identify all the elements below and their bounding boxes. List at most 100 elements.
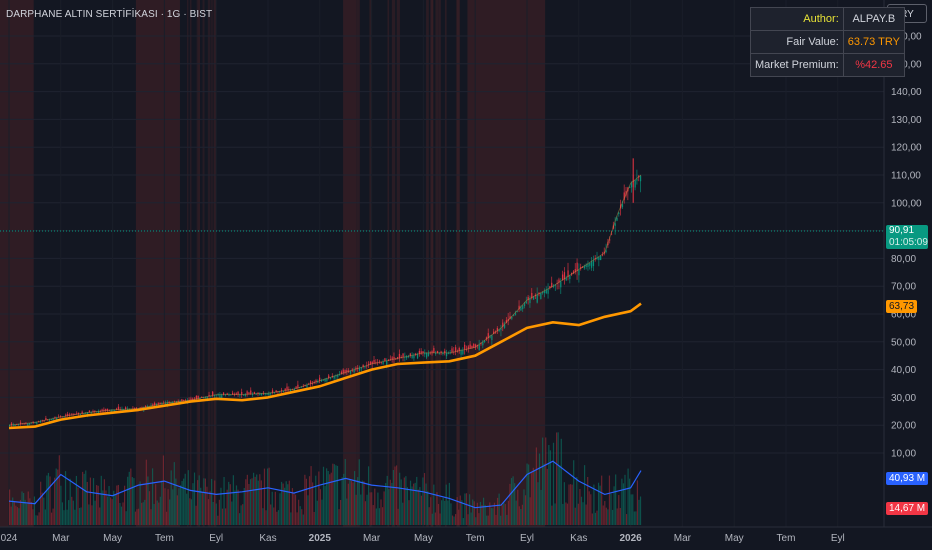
volume-bar <box>270 504 272 525</box>
volume-bar <box>490 507 492 525</box>
volume-bar <box>49 476 51 525</box>
candle-body <box>110 410 112 413</box>
candle-body <box>242 394 245 396</box>
volume-bar <box>61 502 64 525</box>
fair-value-value: 63.73 TRY <box>842 30 905 54</box>
candle-body <box>9 425 11 427</box>
candle-body <box>199 398 201 400</box>
candle-body <box>259 393 261 395</box>
shaded-stripe <box>391 0 396 527</box>
volume-bar <box>360 494 362 525</box>
shaded-stripe <box>435 0 438 527</box>
volume-bar <box>601 475 603 525</box>
series-lines <box>8 174 642 509</box>
candle-body <box>250 390 252 395</box>
candle-body <box>425 352 428 358</box>
volume-bar <box>459 495 461 525</box>
volume-bar <box>639 496 642 525</box>
candle-body <box>193 398 196 400</box>
candle-body <box>270 392 272 395</box>
volume-bar <box>498 493 500 525</box>
candle-body <box>297 384 299 388</box>
volume-bar <box>582 502 584 525</box>
candle-body <box>72 413 74 415</box>
candle-body <box>447 352 450 354</box>
candle-body <box>366 365 368 367</box>
time-axis-label: Eyl <box>520 533 534 544</box>
volume-bar <box>77 487 79 525</box>
candle-body <box>119 409 121 411</box>
candle-body <box>612 225 615 229</box>
candle-body <box>382 361 384 365</box>
candle-body <box>65 414 67 417</box>
volume-bar <box>125 511 127 525</box>
shaded-stripe <box>198 0 200 527</box>
candle-body <box>551 282 553 288</box>
volume-bar <box>468 494 471 525</box>
volume-bar <box>433 484 435 525</box>
volume-bar <box>388 489 390 525</box>
volume-bar <box>548 445 550 525</box>
volume-bar <box>29 498 31 525</box>
volume-bar <box>372 505 374 525</box>
candle-body <box>16 424 18 426</box>
candle-body <box>328 375 330 379</box>
volume-bar <box>330 472 332 525</box>
candle-body <box>464 344 466 350</box>
candle-body <box>377 362 379 364</box>
volume-bar <box>155 484 157 525</box>
price-scale-background[interactable] <box>884 0 932 550</box>
volume-bar <box>307 495 309 525</box>
volume-bar <box>308 476 311 525</box>
candle-body <box>164 402 167 404</box>
candle-body <box>340 371 343 374</box>
candle-body <box>513 315 515 316</box>
candle-body <box>257 392 259 394</box>
candle-body <box>47 419 49 421</box>
candle-body <box>94 410 96 412</box>
candle-body <box>491 335 493 340</box>
candle-body <box>152 404 154 406</box>
candle-body <box>587 264 589 267</box>
candle-body <box>261 393 263 396</box>
candle-body <box>317 381 319 383</box>
candle-body <box>596 258 598 260</box>
volume-bar <box>318 471 320 525</box>
candle-body <box>96 411 98 413</box>
candle-body <box>222 392 225 395</box>
candle-body <box>173 401 176 403</box>
volume-bar <box>91 505 93 525</box>
volume-bar <box>565 502 567 525</box>
candle-body <box>39 421 42 423</box>
candle-body <box>177 401 179 403</box>
volume-bars <box>9 432 642 525</box>
volume-bar <box>83 473 85 525</box>
time-axis[interactable]: 024 Mar May Tem Eyl Kas 2025 Mar May Tem Eyl Kas 202… <box>1 533 845 544</box>
volume-bar <box>75 475 78 525</box>
candle-body <box>480 343 482 345</box>
volume-bar <box>285 481 287 525</box>
candle-body <box>50 419 52 420</box>
volume-bar <box>531 471 533 525</box>
volume-bar <box>284 487 286 525</box>
volume-bar <box>187 470 189 525</box>
candle-body <box>204 397 207 398</box>
volume-bar <box>569 484 572 525</box>
volume-bar <box>189 498 191 525</box>
candle-body <box>484 340 486 343</box>
candle-body <box>456 350 459 352</box>
volume-bar <box>594 512 597 525</box>
volume-bar <box>192 483 194 525</box>
volume-bar <box>211 478 213 525</box>
volume-bar <box>563 482 565 525</box>
volume-bar <box>190 499 193 525</box>
volume-bar <box>515 500 517 525</box>
volume-bar <box>32 509 34 525</box>
candle-body <box>476 345 479 347</box>
volume-bar <box>357 477 359 525</box>
time-axis-label: Eyl <box>209 533 223 544</box>
volume-bar <box>246 474 248 525</box>
candle-body <box>21 423 23 425</box>
shaded-stripe <box>211 0 213 527</box>
